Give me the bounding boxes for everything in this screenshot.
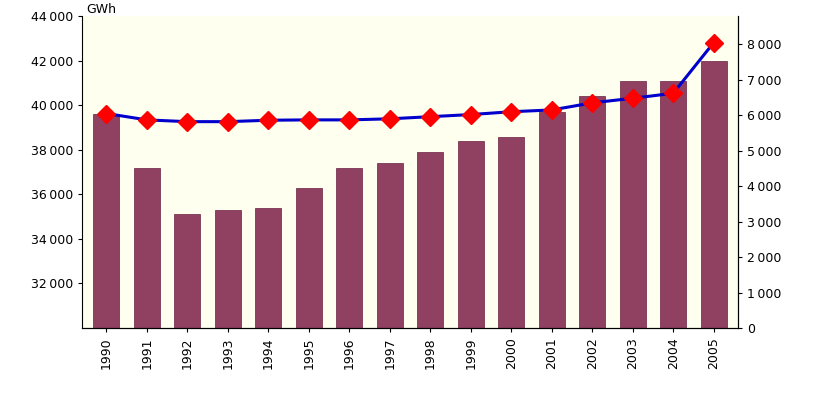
Bar bbox=[174, 214, 200, 400]
Bar bbox=[578, 96, 604, 400]
Bar bbox=[619, 81, 645, 400]
Bar bbox=[538, 112, 564, 400]
Text: GWh: GWh bbox=[86, 3, 116, 16]
Bar bbox=[93, 114, 120, 400]
Bar bbox=[336, 168, 362, 400]
Bar bbox=[215, 210, 241, 400]
Bar bbox=[376, 163, 402, 400]
Bar bbox=[133, 168, 160, 400]
Bar bbox=[417, 152, 443, 400]
Bar bbox=[457, 141, 483, 400]
Bar bbox=[255, 208, 281, 400]
Bar bbox=[699, 60, 726, 400]
Bar bbox=[497, 138, 524, 400]
Bar bbox=[295, 188, 322, 400]
Bar bbox=[659, 81, 686, 400]
